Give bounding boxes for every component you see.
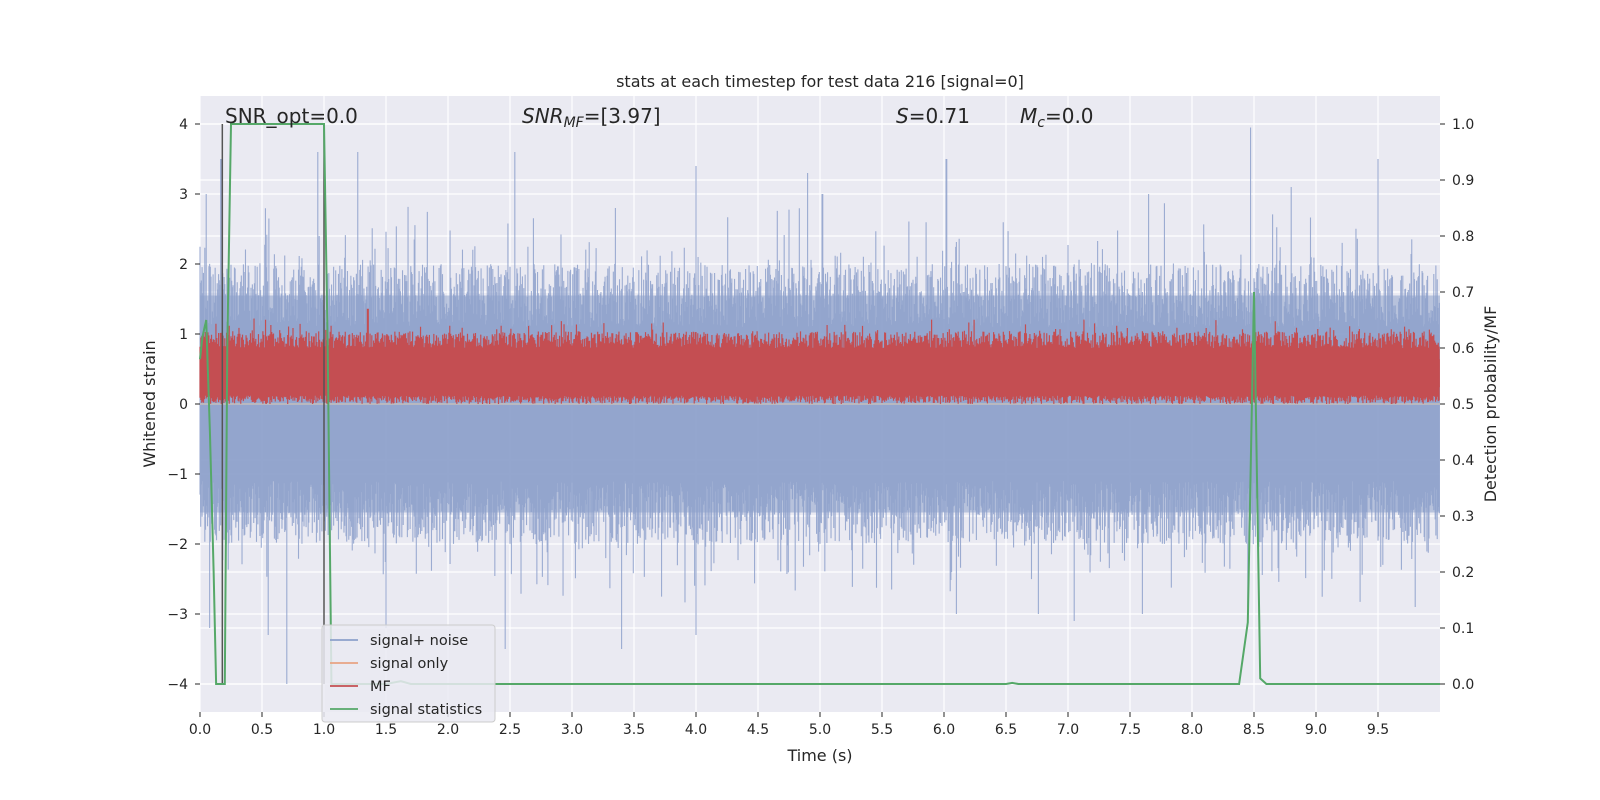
x-tick-label: 7.5 bbox=[1119, 722, 1141, 738]
y-tick-label-right: 0.0 bbox=[1452, 677, 1474, 693]
legend-label-mf: MF bbox=[370, 679, 391, 695]
annotation-mc-subscript: c bbox=[1037, 115, 1045, 131]
legend-label-signal-statistics: signal statistics bbox=[370, 702, 482, 718]
y-tick-label-right: 0.3 bbox=[1452, 509, 1474, 525]
annotation-snr-mf-symbol: SNR bbox=[522, 104, 564, 128]
y-tick-label-right: 0.5 bbox=[1452, 397, 1474, 413]
annotation-snr-mf-value: =[3.97] bbox=[584, 104, 661, 128]
y-tick-label-right: 0.2 bbox=[1452, 565, 1474, 581]
plot-series bbox=[199, 123, 1440, 685]
y-tick-label-left: 4 bbox=[179, 117, 188, 133]
legend-label-signal-only: signal only bbox=[370, 656, 449, 672]
annotation-snr-opt: SNR_opt=0.0 bbox=[225, 104, 358, 128]
x-tick-label: 5.0 bbox=[809, 722, 831, 738]
annotation-s-value: =0.71 bbox=[909, 104, 970, 128]
y-tick-label-right: 1.0 bbox=[1452, 117, 1474, 133]
x-tick-label: 4.5 bbox=[747, 722, 769, 738]
annotation-mc-value: =0.0 bbox=[1045, 104, 1094, 128]
x-tick-label: 1.0 bbox=[313, 722, 335, 738]
y-tick-label-left: 0 bbox=[179, 397, 188, 413]
y-tick-label-left: −3 bbox=[167, 607, 188, 623]
x-tick-label: 2.0 bbox=[437, 722, 459, 738]
x-tick-label: 6.0 bbox=[933, 722, 955, 738]
x-tick-label: 6.5 bbox=[995, 722, 1017, 738]
axis-ticks: 0.0 0.5 1.0 1.5 2.0 2.5 3.0 3.5 4.0 4.5 5.0 5.5 6.0 6… bbox=[167, 117, 1474, 738]
x-axis-label: Time (s) bbox=[786, 746, 852, 765]
annotation-snr-mf: SNRMF=[3.97] bbox=[522, 104, 661, 131]
annotation-mc: Mc=0.0 bbox=[1020, 104, 1094, 131]
series-mf-core bbox=[200, 359, 1440, 388]
y-axis-label-left: Whitened strain bbox=[140, 340, 159, 467]
x-tick-label: 8.5 bbox=[1243, 722, 1265, 738]
annotation-s: S=0.71 bbox=[896, 104, 970, 128]
y-tick-label-right: 0.4 bbox=[1452, 453, 1474, 469]
y-tick-label-right: 0.8 bbox=[1452, 229, 1474, 245]
x-tick-label: 7.0 bbox=[1057, 722, 1079, 738]
chart-title: stats at each timestep for test data 216… bbox=[616, 72, 1024, 91]
legend: signal+ noise signal only MF signal stat… bbox=[321, 624, 496, 723]
y-tick-label-right: 0.6 bbox=[1452, 341, 1474, 357]
x-tick-label: 0.5 bbox=[251, 722, 273, 738]
y-tick-label-right: 0.9 bbox=[1452, 173, 1474, 189]
legend-label-signal-noise: signal+ noise bbox=[370, 633, 468, 649]
annotation-s-symbol: S bbox=[896, 104, 909, 128]
y-tick-label-left: −2 bbox=[167, 537, 188, 553]
annotation-mc-symbol: M bbox=[1020, 104, 1037, 128]
y-tick-label-left: 3 bbox=[179, 187, 188, 203]
x-tick-label: 8.0 bbox=[1181, 722, 1203, 738]
y-tick-label-left: −1 bbox=[167, 467, 188, 483]
x-tick-label: 2.5 bbox=[499, 722, 521, 738]
x-tick-label: 4.0 bbox=[685, 722, 707, 738]
x-tick-label: 3.5 bbox=[623, 722, 645, 738]
y-tick-label-right: 0.7 bbox=[1452, 285, 1474, 301]
x-tick-label: 3.0 bbox=[561, 722, 583, 738]
annotation-snr-mf-subscript: MF bbox=[564, 115, 585, 131]
legend-box bbox=[321, 624, 496, 723]
x-tick-label: 0.0 bbox=[189, 722, 211, 738]
x-tick-label: 9.5 bbox=[1367, 722, 1389, 738]
y-tick-label-left: −4 bbox=[167, 677, 188, 693]
x-tick-label: 1.5 bbox=[375, 722, 397, 738]
y-tick-label-left: 1 bbox=[179, 327, 188, 343]
x-tick-label: 5.5 bbox=[871, 722, 893, 738]
y-tick-label-right: 0.1 bbox=[1452, 621, 1474, 637]
y-tick-label-left: 2 bbox=[179, 257, 188, 273]
y-axis-label-right: Detection probability/MF bbox=[1481, 306, 1500, 503]
x-tick-label: 9.0 bbox=[1305, 722, 1327, 738]
